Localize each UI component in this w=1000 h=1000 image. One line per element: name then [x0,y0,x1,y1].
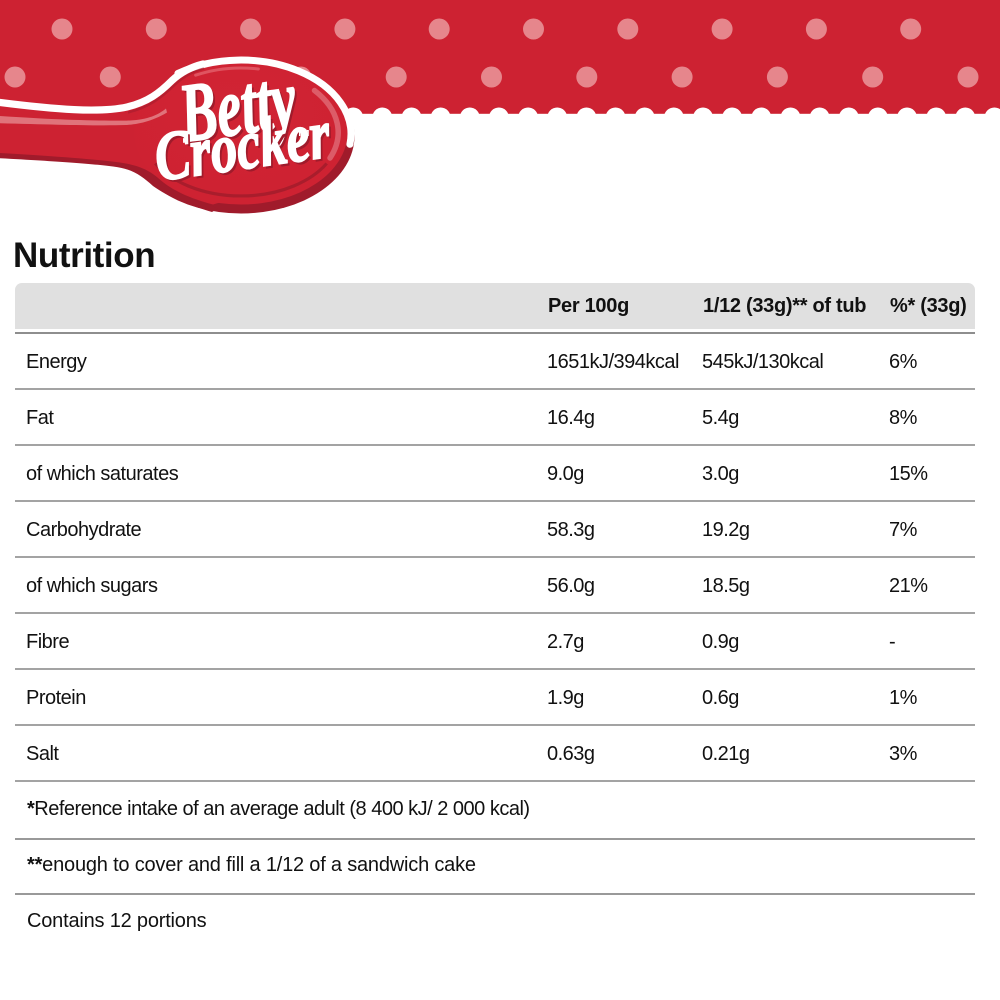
svg-text:Betty: Betty [176,55,305,163]
svg-text:Betty: Betty [173,52,302,160]
svg-text:TM: TM [297,128,309,138]
svg-text:Crocker: Crocker [150,96,336,197]
